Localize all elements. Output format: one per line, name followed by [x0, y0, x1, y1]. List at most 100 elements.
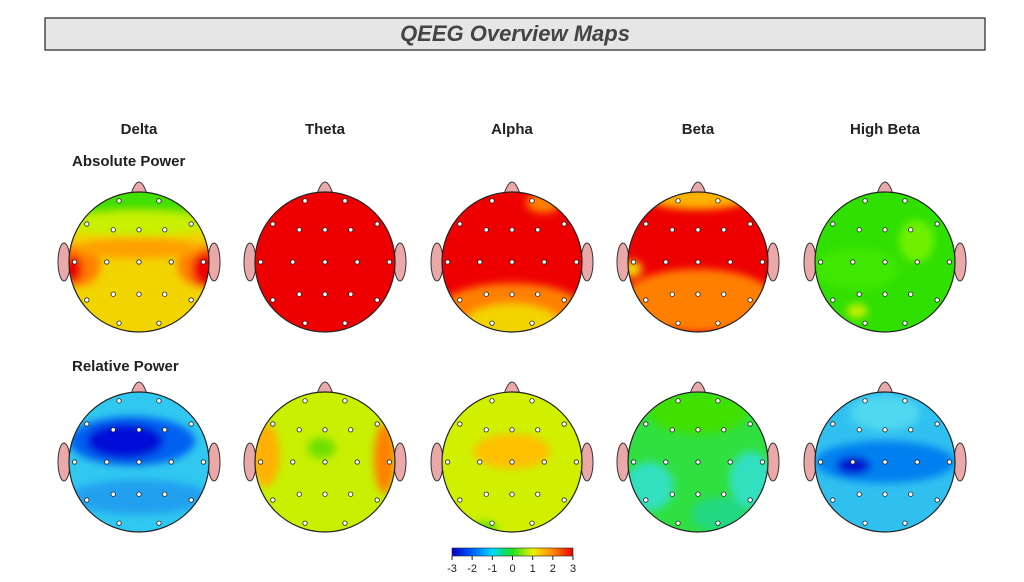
electrode [342, 398, 348, 404]
map-region [899, 220, 934, 262]
electrode [104, 259, 110, 265]
head-outline [254, 191, 396, 333]
electrode [156, 320, 162, 326]
head-map [430, 381, 594, 533]
electrode [270, 497, 276, 503]
ear [57, 242, 71, 282]
electrode [483, 291, 489, 297]
map-blobs [628, 192, 768, 332]
head-outline [254, 391, 396, 533]
electrode [535, 227, 541, 233]
electrode [914, 459, 920, 465]
electrode [116, 398, 122, 404]
electrode [908, 491, 914, 497]
electrode [483, 227, 489, 233]
ear [953, 442, 967, 482]
head-outline [627, 191, 769, 333]
head-map [803, 381, 967, 533]
electrode [322, 259, 328, 265]
electrode [721, 427, 727, 433]
colorbar-tick-label: 3 [570, 563, 576, 575]
electrode [715, 320, 721, 326]
electrode [257, 259, 264, 265]
electrode [296, 427, 302, 433]
electrode [386, 459, 392, 465]
band-label: Beta [682, 121, 715, 138]
ear [766, 242, 780, 282]
electrode [882, 291, 888, 297]
electrode [270, 221, 276, 227]
head-outline [441, 191, 583, 333]
ear [953, 242, 967, 282]
electrode [188, 497, 194, 503]
colorbar [451, 547, 574, 557]
head-map [616, 381, 780, 533]
electrode [483, 491, 489, 497]
ear [57, 442, 71, 482]
electrode [675, 198, 681, 204]
electrode [675, 520, 681, 526]
electrode [110, 291, 116, 297]
electrode [136, 459, 142, 465]
electrode [489, 520, 495, 526]
electrode [721, 227, 727, 233]
electrode [136, 259, 142, 265]
electrode [162, 291, 168, 297]
electrode [902, 198, 908, 204]
electrode [695, 259, 701, 265]
electrode [374, 221, 380, 227]
electrode [908, 227, 914, 233]
electrode [110, 491, 116, 497]
electrode [322, 427, 328, 433]
electrode [643, 297, 649, 303]
electrode [529, 398, 535, 404]
electrode [110, 427, 116, 433]
electrode [630, 259, 637, 265]
electrode [72, 459, 78, 465]
electrode [862, 398, 868, 404]
electrode [817, 459, 824, 465]
electrode [457, 421, 463, 427]
electrode [354, 459, 360, 465]
ear [393, 442, 407, 482]
electrode [747, 497, 753, 503]
electrode [386, 259, 392, 265]
electrode [561, 297, 567, 303]
map-region [649, 392, 747, 434]
head-map [57, 181, 221, 333]
electrode [162, 227, 168, 233]
map-fill [442, 192, 582, 332]
ear [243, 442, 257, 482]
nose [689, 181, 707, 195]
electrode [727, 259, 733, 265]
electrode [535, 491, 541, 497]
electrode [110, 227, 116, 233]
electrode [643, 221, 649, 227]
electrode [296, 227, 302, 233]
electrode [302, 520, 308, 526]
title-box [44, 17, 986, 51]
electrode [695, 427, 701, 433]
electrode [509, 491, 515, 497]
electrode [529, 198, 535, 204]
nose [503, 381, 521, 395]
ear [803, 242, 817, 282]
head-map [243, 381, 407, 533]
colorbar-tick-label: 0 [509, 563, 515, 575]
map-region [836, 456, 871, 475]
head-outline [441, 391, 583, 533]
electrode [84, 421, 90, 427]
electrode [882, 227, 888, 233]
electrode [457, 221, 463, 227]
ear [430, 242, 444, 282]
head-map [616, 181, 780, 333]
electrode [715, 520, 721, 526]
electrode [759, 459, 766, 465]
ear [803, 442, 817, 482]
electrode [721, 491, 727, 497]
electrode [695, 227, 701, 233]
map-region [374, 423, 395, 494]
electrode [715, 398, 721, 404]
electrode [902, 520, 908, 526]
